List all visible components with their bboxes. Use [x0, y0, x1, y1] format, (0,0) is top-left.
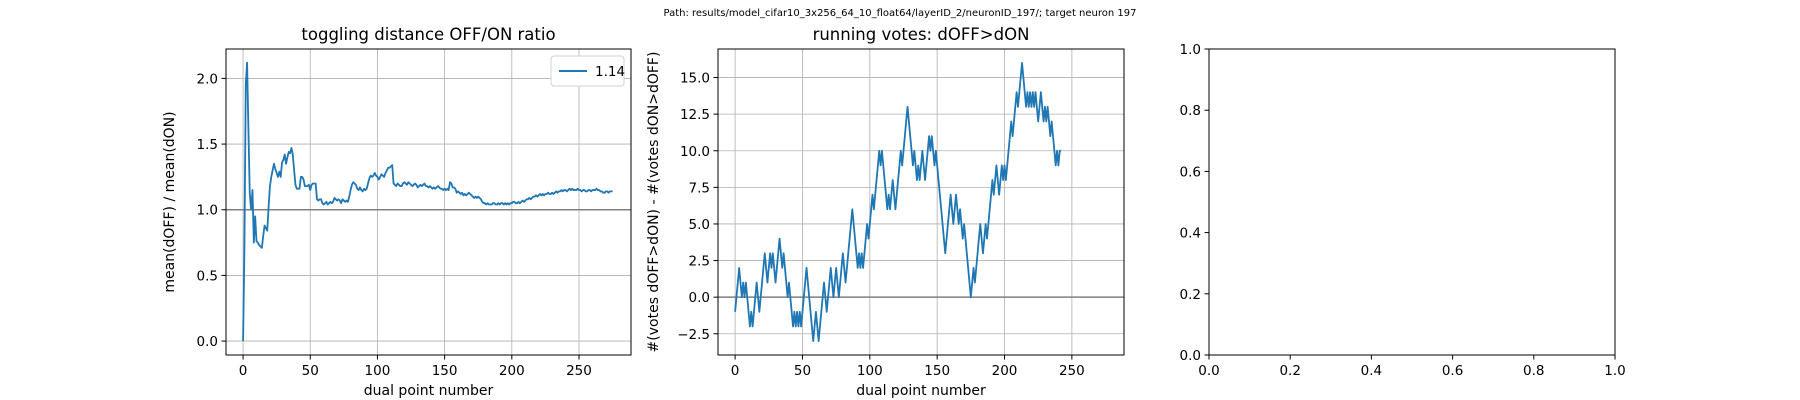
chart1-ytick-label-1: 0.0 [689, 290, 710, 306]
chart0-xlabel: dual point number [364, 383, 494, 399]
chart0-xtick-label-5: 250 [566, 363, 592, 379]
chart0-legend-box [550, 55, 625, 87]
chart2-axes-frame [1208, 48, 1616, 356]
chart1-ytick-label-0: −2.5 [677, 327, 710, 343]
chart1-xtick-label-5: 250 [1059, 363, 1085, 379]
chart1-xlabel: dual point number [856, 383, 986, 399]
chart2-xtick-label-2: 0.4 [1361, 363, 1382, 379]
chart0-ylabel: mean(dOFF) / mean(dON) [162, 111, 178, 292]
chart2-xtick-label-0: 0.0 [1198, 363, 1219, 379]
chart0-series-line-0 [242, 61, 613, 342]
chart1-series-line-0 [734, 62, 1062, 342]
chart0-ytick-label-2: 1.0 [197, 203, 218, 219]
chart2-ytick-label-5: 1.0 [1180, 42, 1201, 58]
chart1-xtick-label-2: 100 [857, 363, 883, 379]
chart1-title: running votes: dOFF>dON [813, 25, 1030, 44]
panel-toggling-distance-ratio: 0 50 100 150 200 250 0.0 0.5 1.0 1.5 2.0 toggling d… [162, 25, 632, 399]
panel-empty-axes: 0.0 0.2 0.4 0.6 0.8 1.0 0.0 0.2 0.4 0.6 0.8 1.0 [1180, 42, 1626, 379]
chart1-axes-frame [717, 48, 1125, 356]
chart1-ytick-label-2: 2.5 [689, 254, 710, 270]
chart2-ytick-label-1: 0.2 [1180, 287, 1201, 303]
chart0-xtick-label-0: 0 [239, 363, 248, 379]
chart1-ylabel: #(votes dOFF>dON) - #(votes dON>dOFF) [646, 52, 662, 353]
chart0-xtick-label-4: 200 [499, 363, 525, 379]
chart1-ytick-label-5: 10.0 [680, 144, 710, 160]
chart1-ytick-label-6: 12.5 [680, 107, 710, 123]
chart2-xtick-label-3: 0.6 [1442, 363, 1463, 379]
chart1-xtick-label-0: 0 [731, 363, 740, 379]
chart1-xtick-label-1: 50 [794, 363, 811, 379]
chart0-title: toggling distance OFF/ON ratio [301, 25, 555, 44]
panel-running-votes: 0 50 100 150 200 250 −2.5 0.0 2.5 5.0 7.5 10.0 12.5 1… [646, 25, 1125, 399]
chart2-xtick-label-5: 1.0 [1604, 363, 1625, 379]
chart0-legend-label: 1.14 [595, 64, 625, 80]
chart0-xtick-label-3: 150 [432, 363, 458, 379]
chart2-xtick-label-1: 0.2 [1279, 363, 1300, 379]
chart0-ytick-label-4: 2.0 [197, 71, 218, 87]
chart2-ytick-label-3: 0.6 [1180, 164, 1201, 180]
figure-suptitle: Path: results/model_cifar10_3x256_64_10_… [664, 8, 1137, 19]
chart1-ytick-label-3: 5.0 [689, 217, 710, 233]
chart0-ytick-label-3: 1.5 [197, 137, 218, 153]
chart0-ytick-label-0: 0.0 [197, 334, 218, 350]
chart2-xtick-label-4: 0.8 [1523, 363, 1544, 379]
chart1-xtick-label-4: 200 [992, 363, 1018, 379]
chart1-ytick-label-4: 7.5 [689, 180, 710, 196]
chart0-xtick-label-2: 100 [365, 363, 391, 379]
chart0-legend: 1.14 [550, 55, 625, 87]
chart2-ytick-label-2: 0.4 [1180, 226, 1201, 242]
chart0-axes-frame [225, 48, 632, 356]
chart0-ytick-label-1: 0.5 [197, 268, 218, 284]
chart2-ytick-label-4: 0.8 [1180, 103, 1201, 119]
chart1-xtick-label-3: 150 [924, 363, 950, 379]
chart0-xtick-label-1: 50 [302, 363, 319, 379]
chart1-ytick-label-7: 15.0 [680, 71, 710, 87]
chart2-ytick-label-0: 0.0 [1180, 348, 1201, 364]
